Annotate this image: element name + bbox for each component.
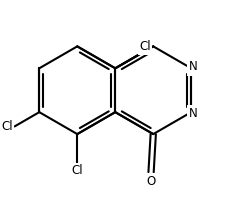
Text: N: N (188, 60, 197, 73)
Text: O: O (146, 175, 155, 188)
Text: Cl: Cl (139, 40, 150, 53)
Text: Cl: Cl (71, 164, 83, 177)
Text: Cl: Cl (1, 120, 13, 133)
Text: N: N (188, 107, 197, 120)
